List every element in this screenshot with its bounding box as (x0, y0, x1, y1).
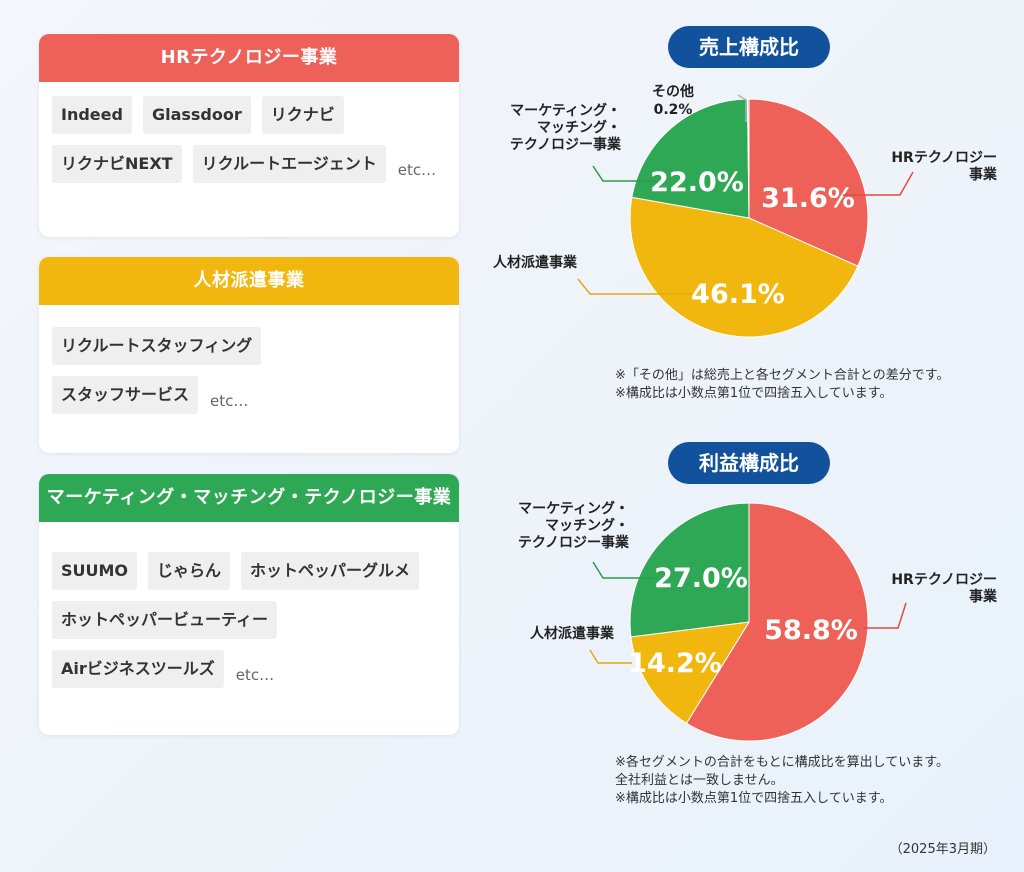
service-tag: リクナビ (261, 96, 344, 134)
leader-line-hr (843, 171, 914, 196)
category-label-staffing: 人材派遣事業 (530, 625, 615, 642)
segment-card-title: 人材派遣事業 (39, 257, 459, 305)
segment-card-hr: HRテクノロジー事業 Indeed Glassdoor リクナビ リクナビNEX… (39, 34, 459, 237)
service-tag: SUUMO (52, 552, 138, 590)
leader-line-mm (592, 165, 656, 182)
leader-line-hr (864, 602, 907, 629)
category-label-hr: HRテクノロジー事業 (891, 572, 998, 605)
service-tag: スタッフサービス (52, 376, 199, 414)
pie-slice-hr (685, 502, 869, 742)
leader-line-mm (592, 561, 654, 579)
note-line: ※構成比は小数点第1位で四捨五入しています。 (615, 386, 893, 401)
leader-line-staffing (577, 278, 693, 295)
pie-value-label-staffing: 14.2% (628, 648, 722, 679)
segment-card-marketing-matching: マーケティング・マッチング・テクノロジー事業 SUUMO じゃらん ホットペッパ… (39, 474, 459, 735)
fiscal-period: （2025年3月期） (889, 842, 996, 857)
leader-line-other (737, 94, 747, 122)
profit-chart-title: 利益構成比 (668, 442, 830, 484)
service-tag: じゃらん (148, 552, 231, 590)
service-tag: Glassdoor (142, 96, 251, 134)
note-line: ※構成比は小数点第1位で四捨五入しています。 (615, 791, 893, 806)
category-label-mm: マーケティング・マッチング・テクノロジー事業 (510, 102, 622, 153)
pie-slice-mm (629, 502, 750, 638)
service-tag: ホットペッパービューティー (52, 601, 278, 639)
note-line: 全社利益とは一致しません。 (615, 773, 784, 788)
profit-chart-notes: ※各セグメントの合計をもとに構成比を算出しています。 全社利益とは一致しません。… (615, 754, 949, 808)
pie-slice-staffing (629, 196, 859, 338)
service-tag: Indeed (52, 96, 132, 134)
category-label-other: その他 (652, 83, 694, 100)
pie-value-label-mm: 27.0% (654, 563, 748, 594)
pie-slice-other (746, 98, 750, 219)
service-tag: リクナビNEXT (52, 145, 182, 183)
pie-slice-staffing (630, 621, 750, 724)
service-tag-list: Indeed Glassdoor リクナビ リクナビNEXT リクルートエージェ… (39, 82, 459, 183)
category-label-mm: マーケティング・マッチング・テクノロジー事業 (518, 500, 630, 551)
pie-value-label-hr: 31.6% (761, 183, 855, 214)
category-value-label-other: 0.2% (654, 102, 693, 118)
etc-label: etc… (235, 666, 275, 684)
pie-value-label-hr: 58.8% (764, 615, 858, 646)
segment-card-title: HRテクノロジー事業 (39, 34, 459, 82)
pie-slice-mm (631, 98, 750, 219)
category-label-staffing: 人材派遣事業 (493, 254, 578, 271)
segment-card-staffing: 人材派遣事業 リクルートスタッフィング スタッフサービス etc… (39, 257, 459, 453)
pie-value-label-staffing: 46.1% (691, 279, 785, 310)
sales-chart-notes: ※「その他」は総売上と各セグメント合計との差分です。 ※構成比は小数点第1位で四… (615, 367, 949, 403)
etc-label: etc… (210, 392, 249, 410)
service-tag-list: SUUMO じゃらん ホットペッパーグルメ ホットペッパービューティー Airビ… (39, 522, 459, 688)
pie-slice-hr (748, 98, 869, 267)
segment-card-title: マーケティング・マッチング・テクノロジー事業 (39, 474, 459, 522)
service-tag-list: リクルートスタッフィング スタッフサービス etc… (39, 305, 459, 414)
note-line: ※「その他」は総売上と各セグメント合計との差分です。 (615, 368, 950, 383)
category-label-hr: HRテクノロジー事業 (891, 150, 998, 183)
service-tag: リクルートエージェント (192, 145, 386, 183)
etc-label: etc… (397, 161, 437, 179)
pie-value-label-mm: 22.0% (650, 167, 744, 198)
leader-line-staffing (589, 649, 632, 664)
service-tag: リクルートスタッフィング (52, 327, 262, 365)
note-line: ※各セグメントの合計をもとに構成比を算出しています。 (615, 755, 949, 770)
service-tag: Airビジネスツールズ (52, 650, 224, 688)
sales-chart-title: 売上構成比 (668, 26, 830, 68)
service-tag: ホットペッパーグルメ (241, 552, 420, 590)
